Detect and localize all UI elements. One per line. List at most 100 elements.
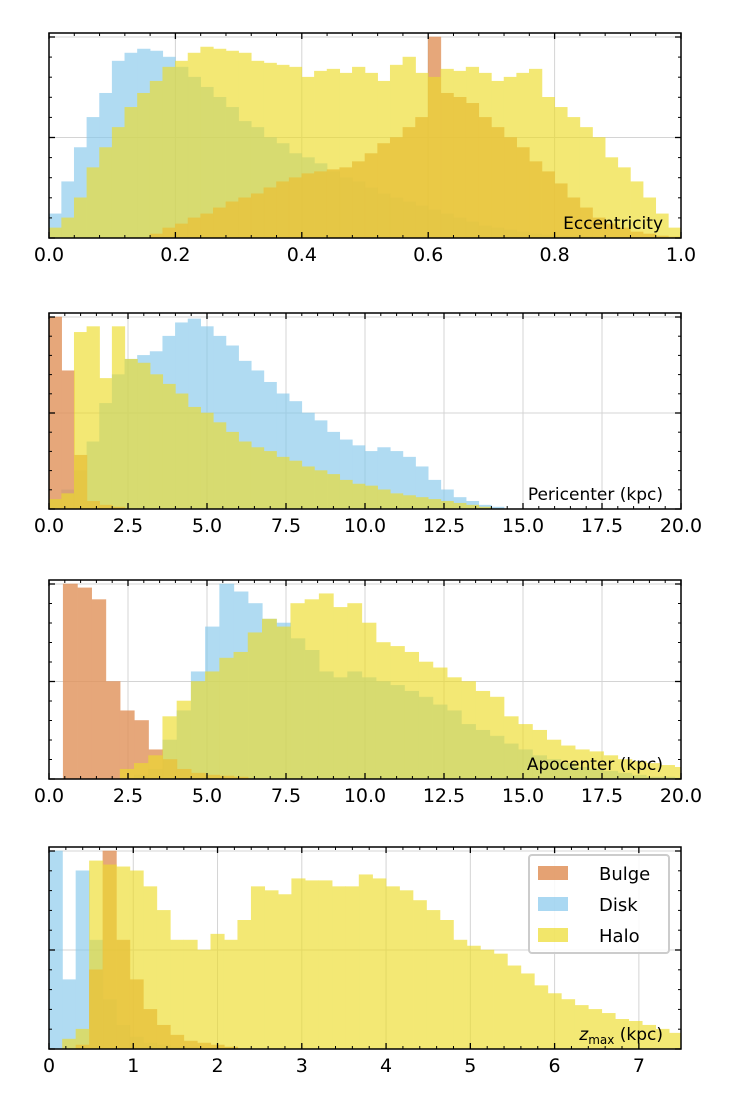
halo-bar — [288, 66, 303, 239]
bulge-bar — [119, 710, 135, 780]
halo-bar — [86, 167, 100, 239]
halo-bar — [404, 651, 420, 780]
halo-bar — [213, 48, 227, 239]
halo-bar — [205, 671, 220, 780]
series-bulge — [62, 583, 249, 780]
pericenter-panel: 0.0 2.5 5.0 7.5 10.0 12.5 15.0 17.5 20.0 Pericent… — [34, 312, 702, 537]
x-tick-label: 0.4 — [287, 244, 317, 266]
plot-area — [48, 580, 682, 780]
halo-bar — [170, 939, 185, 1050]
halo-bar — [326, 68, 341, 239]
x-tick-label: 7.5 — [271, 515, 301, 537]
legend-label-halo: Halo — [599, 926, 640, 947]
x-tick-label: 20.0 — [660, 515, 702, 537]
halo-bar — [99, 378, 113, 510]
halo-bar — [418, 661, 434, 780]
series-halo — [48, 326, 492, 510]
halo-bar — [290, 603, 306, 780]
halo-bar — [314, 70, 328, 239]
halo-bar — [314, 470, 328, 510]
halo-bar — [364, 485, 378, 510]
legend-label-disk: Disk — [599, 895, 638, 916]
x-tick-label: 6 — [549, 1055, 561, 1077]
halo-bar — [432, 667, 448, 780]
halo-bar — [439, 919, 454, 1050]
eccentricity-annotation: Eccentricity — [563, 214, 663, 234]
halo-bar — [491, 80, 505, 239]
x-tick-label: 5.0 — [192, 785, 222, 807]
halo-bar — [478, 72, 492, 239]
halo-bar — [489, 696, 505, 780]
halo-bar — [190, 681, 206, 780]
halo-bar — [89, 860, 104, 1050]
bulge-bar — [91, 599, 107, 780]
halo-bar — [288, 460, 303, 510]
x-tick-label: 4 — [380, 1055, 392, 1077]
halo-bar — [250, 886, 266, 1050]
halo-bar — [238, 52, 252, 239]
halo-bar — [318, 880, 333, 1050]
x-tick-label: 15.0 — [502, 785, 544, 807]
plot-area — [48, 313, 682, 510]
zmax-annotation-sub: max — [588, 1033, 614, 1047]
x-tick-label: 2.5 — [113, 515, 143, 537]
halo-bar — [440, 501, 454, 510]
halo-bar — [62, 1038, 77, 1050]
halo-bar — [516, 72, 530, 239]
halo-bar — [389, 64, 404, 239]
legend-swatch-bulge — [538, 866, 568, 880]
halo-bar — [277, 894, 292, 1050]
halo-bar — [426, 910, 441, 1050]
x-tick-label: 5 — [464, 1055, 476, 1077]
halo-bar — [326, 474, 341, 510]
halo-bar — [116, 866, 131, 1050]
halo-bar — [377, 489, 391, 510]
x-tick-label: 1.0 — [666, 244, 696, 266]
halo-bar — [148, 755, 164, 780]
halo-bar — [331, 886, 346, 1050]
halo-bar — [339, 479, 353, 510]
halo-bar — [493, 953, 508, 1050]
halo-bar — [440, 68, 454, 239]
halo-bar — [233, 651, 249, 780]
x-tick-label: 12.5 — [423, 515, 465, 537]
halo-bar — [124, 358, 138, 510]
halo-bar — [250, 447, 265, 510]
halo-bar — [263, 451, 277, 510]
halo-bar — [503, 76, 517, 239]
halo-bar — [301, 76, 315, 239]
x-tick-label: 10.0 — [344, 515, 386, 537]
halo-bar — [466, 945, 481, 1050]
legend: Bulge Disk Halo — [528, 854, 670, 954]
halo-bar — [529, 68, 543, 239]
halo-bar — [446, 677, 462, 780]
halo-bar — [465, 66, 480, 239]
x-tick-label: 0.0 — [34, 785, 64, 807]
halo-bar — [415, 72, 429, 239]
halo-bar — [187, 406, 201, 510]
halo-bar — [210, 933, 225, 1050]
halo-bar — [352, 483, 366, 510]
halo-bar — [119, 768, 135, 780]
halo-bar — [668, 227, 682, 239]
x-tick-label: 2.5 — [113, 785, 143, 807]
zmax-annotation-suffix: (kpc) — [614, 1025, 663, 1045]
halo-bar — [427, 76, 442, 239]
halo-bar — [86, 326, 100, 510]
halo-bar — [534, 985, 549, 1050]
halo-bar — [156, 910, 171, 1050]
halo-bar — [453, 70, 467, 239]
halo-bar — [480, 949, 495, 1050]
halo-bar — [73, 197, 88, 239]
halo-bar — [668, 1032, 682, 1050]
apocenter-panel: 0.0 2.5 5.0 7.5 10.0 12.5 15.0 17.5 20.0 Apocente… — [34, 579, 702, 807]
halo-bar — [124, 107, 138, 239]
halo-bar — [276, 626, 292, 780]
halo-bar — [176, 700, 192, 780]
halo-bar — [541, 97, 555, 239]
halo-bar — [149, 374, 164, 510]
halo-bar — [187, 52, 201, 239]
halo-bar — [547, 993, 562, 1050]
halo-bar — [507, 965, 522, 1050]
